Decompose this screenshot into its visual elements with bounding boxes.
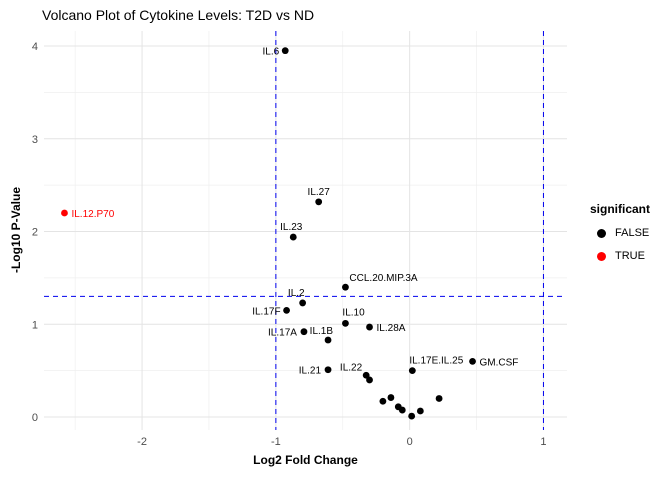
point-label: IL.17A	[268, 328, 297, 339]
x-axis-title: Log2 Fold Change	[253, 453, 358, 467]
point-label: IL.6	[263, 47, 280, 58]
point-label: IL.10	[342, 307, 365, 318]
data-point-IL.23	[289, 233, 297, 241]
data-point	[387, 394, 395, 401]
data-point-IL.17E.IL.25	[408, 367, 416, 375]
data-point	[398, 406, 406, 414]
legend-item-true: TRUE	[597, 249, 650, 263]
y-axis-title: -Log10 P-Value	[9, 186, 23, 274]
data-point	[435, 395, 443, 402]
point-label: IL.2	[288, 288, 305, 299]
y-tick-label: 2	[32, 227, 38, 239]
legend-dot-false	[597, 228, 606, 238]
x-tick-label: 0	[407, 436, 413, 448]
point-label: IL.21	[299, 366, 322, 377]
data-point-IL.2	[299, 299, 307, 307]
point-label: IL.17E.IL.25	[409, 356, 463, 367]
point-label: IL.17F	[252, 306, 280, 317]
data-point-GM.CSF	[469, 357, 476, 365]
legend: significant FALSE TRUE	[590, 202, 650, 272]
legend-label-false: FALSE	[615, 227, 650, 239]
data-point-IL.27	[315, 198, 323, 206]
chart-title: Volcano Plot of Cytokine Levels: T2D vs …	[42, 7, 315, 23]
data-point	[416, 407, 424, 415]
y-tick-label: 1	[32, 319, 38, 331]
data-point-IL.17A	[300, 328, 308, 336]
data-point	[366, 376, 373, 384]
x-tick-label: -1	[271, 436, 281, 448]
data-point-IL.17F	[283, 306, 290, 314]
data-point-IL.28A	[366, 323, 373, 331]
data-point	[379, 397, 387, 405]
y-tick-label: 0	[32, 412, 38, 424]
data-point-CCL.20.MIP.3A	[342, 283, 349, 291]
x-tick-label: -2	[137, 436, 147, 448]
point-label: IL.28A	[377, 323, 406, 334]
y-tick-label: 4	[32, 41, 38, 53]
legend-title: significant	[590, 202, 651, 216]
data-point	[408, 412, 416, 420]
point-label: CCL.20.MIP.3A	[349, 273, 418, 284]
point-label: IL.1B	[310, 326, 334, 337]
data-point-IL.1B	[324, 336, 332, 344]
data-point-IL.10	[342, 319, 349, 327]
point-label: IL.23	[280, 222, 303, 233]
y-tick-label: 3	[32, 134, 38, 146]
x-tick-label: 1	[540, 436, 546, 448]
data-point-IL.21	[324, 366, 332, 374]
point-label: IL.12.P70	[71, 209, 114, 220]
point-label: IL.27	[308, 187, 331, 198]
legend-label-true: TRUE	[615, 250, 645, 262]
point-label: GM.CSF	[480, 357, 519, 368]
legend-dot-true	[597, 251, 606, 261]
data-point-IL.12.P70	[61, 209, 68, 217]
data-point-IL.6	[281, 47, 289, 55]
legend-item-false: FALSE	[597, 226, 650, 240]
point-label: IL.22	[340, 362, 363, 373]
